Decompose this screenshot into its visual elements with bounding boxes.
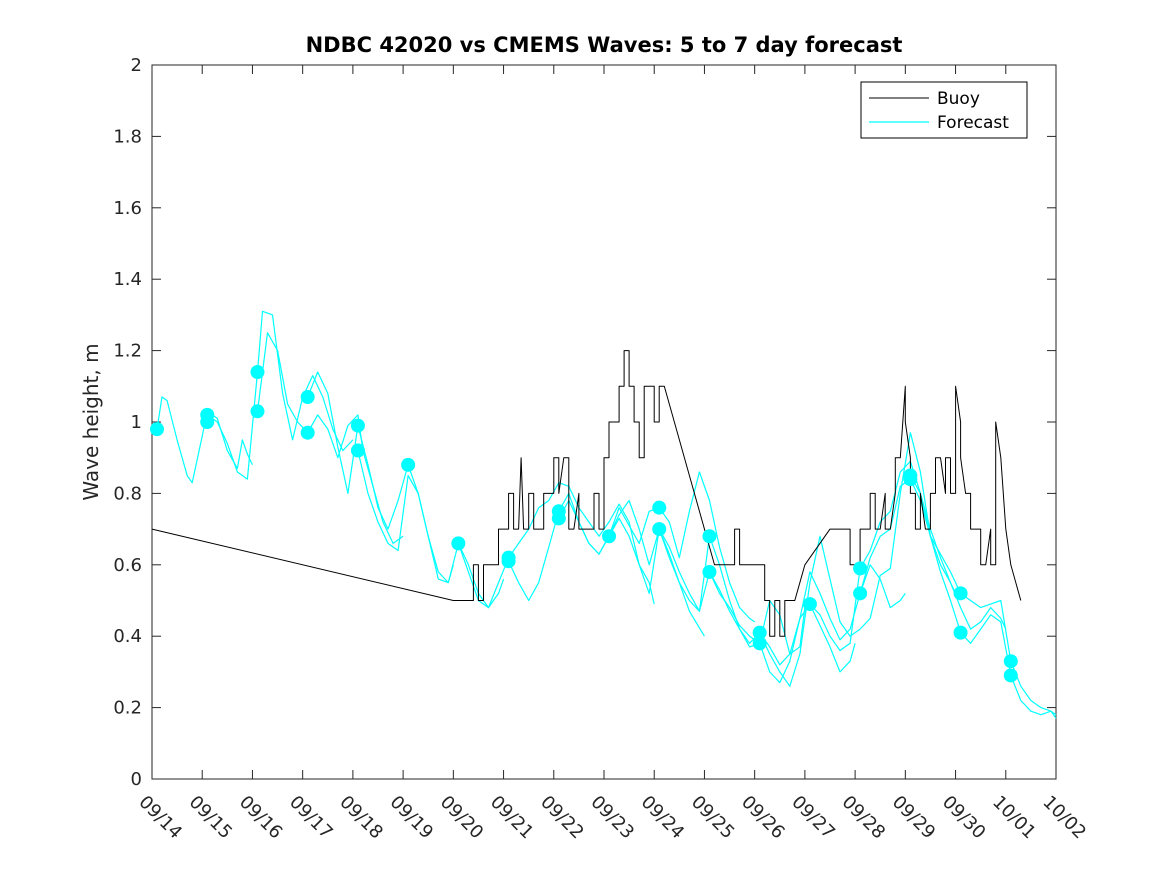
- forecast-start-marker: [752, 636, 767, 651]
- legend-buoy-label: Buoy: [937, 89, 980, 109]
- series-line-forecast-3: [256, 332, 404, 545]
- y-tick-label: 1: [131, 412, 142, 433]
- forecast-start-marker: [451, 536, 466, 551]
- legend-forecast-label: Forecast: [937, 113, 1009, 133]
- chart-title: NDBC 42020 vs CMEMS Waves: 5 to 7 day fo…: [306, 33, 903, 57]
- marker-layer: [150, 365, 1018, 683]
- legend: Buoy Forecast: [860, 81, 1028, 139]
- y-tick-label: 1.6: [113, 198, 142, 219]
- y-tick-label: 1.8: [113, 126, 142, 147]
- forecast-start-marker: [250, 365, 265, 380]
- forecast-start-marker: [702, 564, 717, 579]
- forecast-start-marker: [250, 404, 265, 419]
- forecast-start-marker: [853, 561, 868, 576]
- forecast-start-marker: [350, 443, 365, 458]
- forecast-start-marker: [652, 522, 667, 537]
- forecast-start-marker: [652, 500, 667, 515]
- forecast-start-marker: [501, 554, 516, 569]
- forecast-start-marker: [953, 586, 968, 601]
- series-line-forecast-5: [357, 450, 505, 609]
- plot-area: 00.20.40.60.811.21.41.61.82 09/1409/1509…: [113, 55, 1090, 843]
- forecast-start-marker: [752, 625, 767, 640]
- forecast-start-marker: [1003, 654, 1018, 669]
- forecast-start-marker: [953, 625, 968, 640]
- forecast-start-marker: [702, 529, 717, 544]
- y-tick-label: 0.6: [113, 555, 142, 576]
- forecast-start-marker: [602, 529, 617, 544]
- axes-box: [151, 64, 1057, 780]
- forecast-start-marker: [802, 597, 817, 612]
- forecast-start-marker: [200, 415, 215, 429]
- series-line-forecast-15: [909, 475, 1057, 719]
- forecast-start-marker: [350, 418, 365, 433]
- series-line-forecast-11: [708, 564, 906, 684]
- forecast-start-marker: [401, 457, 416, 472]
- forecast-start-marker: [150, 422, 165, 437]
- y-tick-label: 0: [131, 769, 142, 790]
- y-axis: 0 0.2 0.4 0.6 0.8 1 1.2 1.4 1.6 1.8 2: [113, 55, 1056, 790]
- forecast-start-marker: [903, 472, 918, 487]
- series-line-forecast-2: [206, 310, 354, 480]
- series-line-forecast-12: [759, 432, 957, 687]
- legend-box: [860, 81, 1028, 139]
- y-tick-label: 1.2: [113, 341, 142, 362]
- y-tick-label: 0.8: [113, 483, 142, 504]
- y-axis-label: Wave height, m: [79, 343, 103, 500]
- y-tick-label: 0.4: [113, 626, 142, 647]
- forecast-start-marker: [300, 425, 315, 440]
- series-line-buoy: [151, 350, 1022, 637]
- forecast-start-marker: [1003, 668, 1018, 683]
- forecast-start-marker: [300, 390, 315, 405]
- y-tick-label: 0.2: [113, 698, 142, 719]
- forecast-start-marker: [853, 586, 868, 601]
- series-line-forecast-4: [307, 371, 454, 584]
- y-tick-label: 1.4: [113, 269, 142, 290]
- y-tick-label: 2: [131, 55, 142, 76]
- forecast-start-marker: [551, 511, 566, 526]
